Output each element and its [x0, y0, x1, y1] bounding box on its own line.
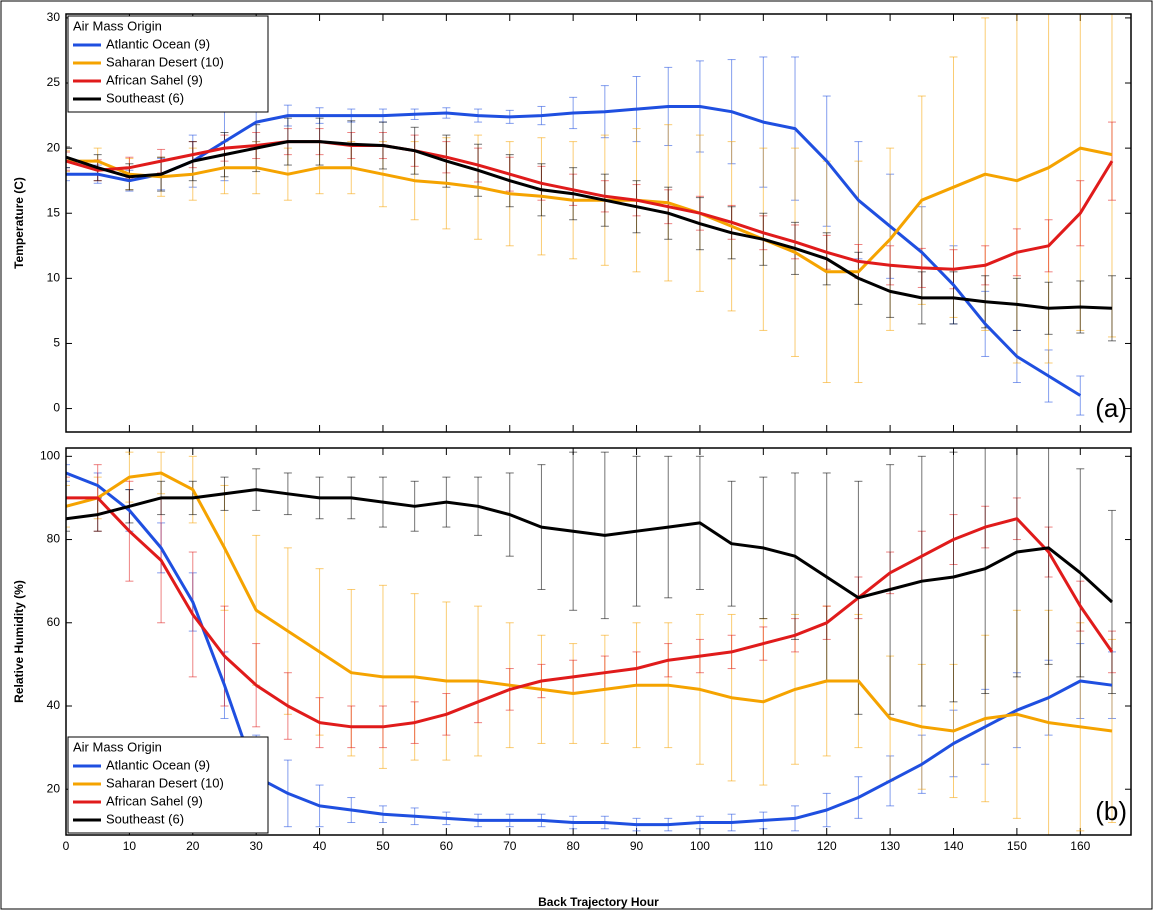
- y-tick-label: 15: [47, 205, 61, 219]
- x-tick-label: 150: [1007, 839, 1027, 853]
- legend-label: Southeast (6): [106, 811, 184, 826]
- legend-title: Air Mass Origin: [73, 739, 162, 754]
- legend-box: [67, 736, 269, 834]
- x-tick-label: 20: [186, 839, 200, 853]
- y-tick-label: 20: [47, 140, 61, 154]
- x-tick-label: 140: [943, 839, 963, 853]
- legend: Air Mass Origin Atlantic Ocean (9) Saharan…: [67, 736, 269, 834]
- x-tick-label: 100: [690, 839, 710, 853]
- y-tick-label: 30: [47, 10, 61, 24]
- series-line: [66, 105, 1082, 397]
- plot-area: [66, 448, 1116, 835]
- panel-label: (b): [1095, 796, 1127, 826]
- y-tick-label: 5: [53, 336, 60, 350]
- legend-label: Saharan Desert (10): [106, 54, 224, 69]
- x-tick-label: 160: [1070, 839, 1090, 853]
- x-tick-label: 110: [754, 839, 773, 853]
- plot-frame: [65, 447, 1132, 836]
- y-tick-label: 100: [40, 448, 60, 462]
- error-bar: [66, 464, 70, 482]
- y-tick-label: 25: [47, 75, 61, 89]
- legend-label: Saharan Desert (10): [106, 775, 224, 790]
- y-tick-label: 0: [53, 401, 60, 415]
- y-tick-label: 20: [47, 781, 61, 795]
- x-tick-label: 120: [817, 839, 837, 853]
- y-axis-label: Temperature (C): [12, 177, 26, 269]
- y-tick-label: 80: [47, 532, 61, 546]
- series-line: [66, 471, 1113, 827]
- x-tick-label: 60: [440, 839, 454, 853]
- series-line: [66, 471, 1113, 733]
- x-tick-label: 10: [123, 839, 137, 853]
- x-tick-label: 30: [249, 839, 263, 853]
- error-bar: [66, 484, 70, 528]
- panel-label: (a): [1095, 393, 1127, 423]
- legend-label: Atlantic Ocean (9): [106, 36, 210, 51]
- error-bar: [66, 151, 70, 171]
- x-tick-label: 0: [63, 839, 70, 853]
- x-tick-label: 70: [503, 839, 517, 853]
- legend-label: Atlantic Ocean (9): [106, 757, 210, 772]
- series-line: [66, 488, 1114, 604]
- series-line: [66, 146, 1113, 274]
- legend-label: Southeast (6): [106, 90, 184, 105]
- legend-box: [67, 15, 269, 113]
- y-tick-label: 10: [47, 271, 61, 285]
- error-bar: [66, 146, 70, 169]
- error-bar: [66, 150, 70, 173]
- legend: Air Mass Origin Atlantic Ocean (9) Saharan…: [67, 15, 269, 113]
- x-tick-label: 50: [376, 839, 390, 853]
- error-bar: [1076, 375, 1085, 416]
- legend-title: Air Mass Origin: [73, 18, 162, 33]
- x-tick-label: 130: [880, 839, 900, 853]
- legend-label: African Sahel (9): [106, 72, 203, 87]
- series-line: [66, 140, 1114, 271]
- plot-area: [66, 14, 1116, 416]
- x-tick-label: 80: [566, 839, 580, 853]
- plot-frame: [65, 13, 1132, 433]
- y-tick-label: 40: [47, 698, 61, 712]
- y-tick-label: 60: [47, 615, 61, 629]
- y-axis-label: Relative Humidity (%): [12, 580, 26, 703]
- x-tick-label: 40: [313, 839, 327, 853]
- x-axis-label: Back Trajectory Hour: [538, 895, 659, 909]
- series-line: [66, 140, 1113, 310]
- series-line: [66, 496, 1114, 729]
- x-tick-label: 90: [630, 839, 644, 853]
- legend-label: African Sahel (9): [106, 793, 203, 808]
